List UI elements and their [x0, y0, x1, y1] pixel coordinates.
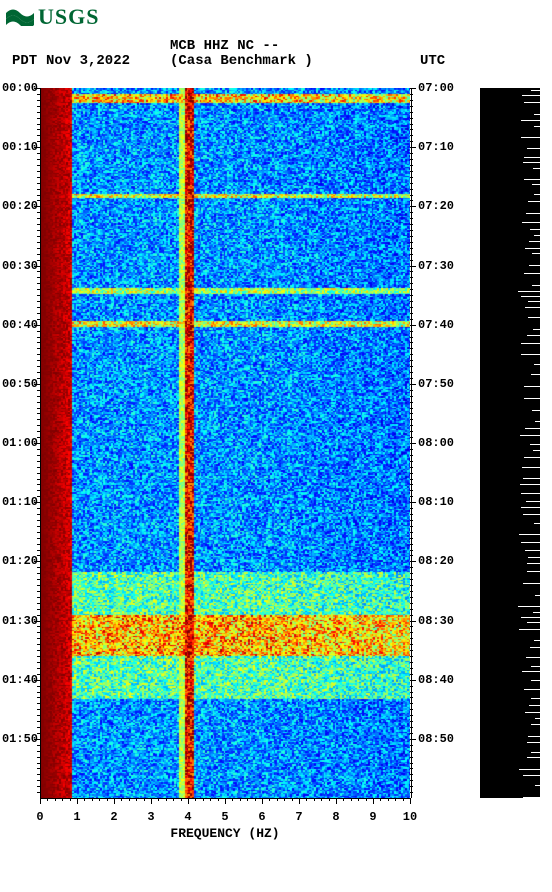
x-tick: 7 — [295, 810, 302, 824]
y-right-tick: 08:50 — [418, 732, 454, 746]
y-right-tick: 07:20 — [418, 199, 454, 213]
y-left-tick: 00:00 — [2, 81, 38, 95]
y-left-tick: 00:10 — [2, 140, 38, 154]
timezone-left: PDT — [12, 53, 37, 69]
y-right-tick: 08:00 — [418, 436, 454, 450]
usgs-logo: USGS — [6, 4, 99, 30]
header-location: (Casa Benchmark ) — [170, 53, 313, 69]
x-tick: 1 — [73, 810, 80, 824]
usgs-wave-icon — [6, 8, 34, 26]
y-left-tick: 01:00 — [2, 436, 38, 450]
y-axis-right: 07:0007:1007:2007:3007:4007:5008:0008:10… — [410, 88, 460, 798]
x-tick: 5 — [221, 810, 228, 824]
y-left-tick: 01:40 — [2, 673, 38, 687]
x-tick: 6 — [258, 810, 265, 824]
y-right-tick: 07:30 — [418, 259, 454, 273]
y-right-tick: 07:50 — [418, 377, 454, 391]
y-left-tick: 01:10 — [2, 495, 38, 509]
y-left-tick: 00:20 — [2, 199, 38, 213]
y-right-tick: 07:00 — [418, 81, 454, 95]
y-left-tick: 00:40 — [2, 318, 38, 332]
y-left-tick: 01:20 — [2, 554, 38, 568]
y-left-tick: 01:50 — [2, 732, 38, 746]
y-right-tick: 08:10 — [418, 495, 454, 509]
amplitude-sidebar — [480, 88, 540, 798]
usgs-text: USGS — [38, 4, 99, 30]
x-axis-label: FREQUENCY (HZ) — [170, 826, 279, 841]
x-tick: 9 — [369, 810, 376, 824]
x-tick: 4 — [184, 810, 191, 824]
y-left-tick: 00:50 — [2, 377, 38, 391]
x-tick: 3 — [147, 810, 154, 824]
spectrogram-canvas — [40, 88, 410, 798]
x-tick: 8 — [332, 810, 339, 824]
y-right-tick: 07:40 — [418, 318, 454, 332]
timezone-right: UTC — [420, 53, 445, 69]
y-right-tick: 08:30 — [418, 614, 454, 628]
x-tick: 2 — [110, 810, 117, 824]
y-axis-left: 00:0000:1000:2000:3000:4000:5001:0001:10… — [0, 88, 40, 798]
header-date: Nov 3,2022 — [46, 53, 130, 69]
y-right-tick: 08:20 — [418, 554, 454, 568]
y-left-tick: 01:30 — [2, 614, 38, 628]
y-left-tick: 00:30 — [2, 259, 38, 273]
y-right-tick: 08:40 — [418, 673, 454, 687]
header-station: MCB HHZ NC -- — [170, 38, 279, 54]
x-tick: 10 — [403, 810, 417, 824]
page: { "logo_text":"USGS", "logo_color":"#006… — [0, 0, 552, 892]
spectrogram — [40, 88, 410, 798]
x-tick: 0 — [36, 810, 43, 824]
y-right-tick: 07:10 — [418, 140, 454, 154]
